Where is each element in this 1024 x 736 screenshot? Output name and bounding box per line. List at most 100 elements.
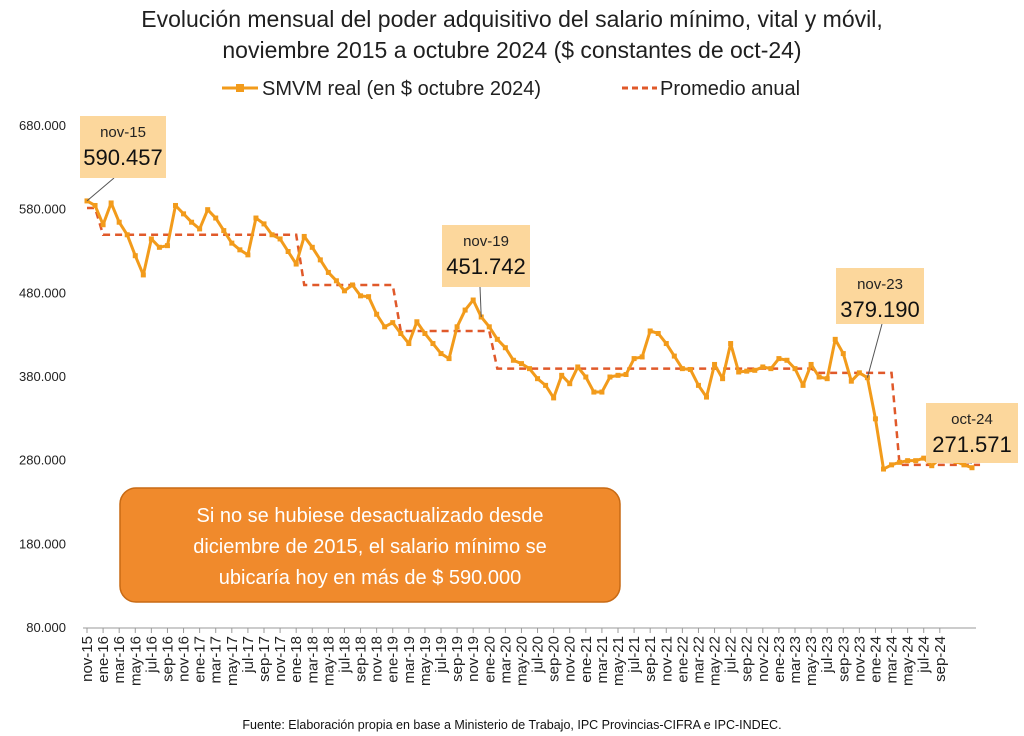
x-tick-label: nov-21: [658, 636, 675, 682]
data-point: [583, 374, 589, 380]
x-tick-label: ene-20: [481, 636, 498, 683]
data-point: [856, 370, 862, 376]
series-promedio-anual: [87, 206, 981, 467]
note-line-3: ubicaría hoy en más de $ 590.000: [219, 567, 521, 589]
x-tick-label: mar-22: [690, 636, 707, 684]
data-point: [494, 336, 500, 342]
data-point: [462, 307, 468, 313]
data-point: [559, 372, 565, 378]
x-tick-label: mar-17: [208, 636, 225, 684]
data-point: [913, 458, 919, 464]
x-tick-label: jul-17: [240, 636, 257, 674]
legend: SMVM real (en $ octubre 2024) Promedio a…: [222, 78, 800, 100]
x-tick-label: nov-15: [79, 636, 96, 682]
data-point: [366, 294, 372, 300]
data-point: [502, 345, 508, 351]
x-tick-label: mar-19: [401, 636, 418, 684]
data-point: [872, 416, 878, 422]
data-point: [518, 361, 524, 367]
x-tick-label: may-17: [224, 636, 241, 686]
data-point: [269, 232, 275, 238]
data-point: [631, 356, 637, 362]
data-point: [784, 357, 790, 363]
data-point: [647, 328, 653, 334]
callout-label: oct-24: [951, 411, 993, 428]
callout-label: nov-23: [857, 276, 903, 293]
data-point: [350, 282, 355, 288]
data-point: [205, 207, 211, 213]
data-point: [414, 319, 420, 325]
callout-value: 451.742: [446, 254, 526, 279]
data-point: [446, 356, 452, 362]
data-point: [969, 465, 975, 471]
data-point: [181, 211, 187, 217]
x-tick-label: sep-22: [739, 636, 756, 682]
data-point: [832, 336, 838, 342]
data-point: [285, 249, 291, 254]
callout-leader: [866, 323, 883, 378]
callout-box: [836, 268, 924, 324]
data-point: [164, 243, 170, 249]
data-point: [333, 278, 339, 284]
data-point: [197, 226, 203, 232]
callout-leader: [86, 177, 115, 202]
data-point: [905, 458, 911, 464]
x-tick-label: nov-18: [369, 636, 386, 682]
x-tick-label: may-23: [803, 636, 820, 686]
data-point: [398, 330, 404, 336]
y-tick-label: 680.000: [19, 118, 66, 133]
series-smvm-real: [84, 198, 975, 472]
data-point: [728, 341, 734, 347]
data-point: [671, 353, 677, 359]
data-point: [301, 233, 307, 239]
data-point: [607, 374, 613, 380]
data-point: [881, 466, 886, 472]
data-point: [124, 232, 130, 238]
data-point: [237, 247, 243, 253]
x-tick-label: sep-20: [546, 636, 563, 682]
data-point: [591, 389, 597, 395]
data-point: [253, 215, 259, 221]
data-point: [527, 366, 532, 372]
data-point: [575, 364, 581, 370]
x-axis: nov-15 ene-16 mar-16 may-16 jul-16 sep-16 nov-…: [79, 628, 949, 686]
y-axis: 80.000 180.000 280.000 380.000 480.000 580.00…: [19, 118, 66, 635]
data-point: [551, 395, 557, 401]
data-point: [760, 364, 766, 370]
x-tick-label: ene-21: [578, 636, 595, 683]
x-tick-label: mar-21: [594, 636, 611, 684]
data-point: [510, 357, 516, 363]
x-tick-label: ene-23: [771, 636, 788, 683]
x-tick-label: ene-24: [867, 636, 884, 683]
data-point: [422, 330, 428, 336]
x-tick-label: nov-19: [465, 636, 482, 682]
x-tick-label: sep-17: [256, 636, 273, 682]
data-point: [961, 462, 967, 468]
callout-box: [80, 116, 166, 178]
x-tick-label: ene-22: [674, 636, 691, 683]
callout-label: nov-19: [463, 233, 509, 250]
data-point: [800, 382, 806, 388]
data-point: [921, 455, 927, 461]
legend-marker-smvm: [236, 84, 244, 92]
note-line-2: diciembre de 2015, el salario mínimo se: [193, 536, 547, 558]
y-tick-label: 380.000: [19, 369, 66, 384]
data-point: [929, 463, 935, 469]
legend-label-smvm: SMVM real (en $ octubre 2024): [262, 78, 541, 100]
x-tick-label: mar-23: [787, 636, 804, 684]
x-tick-label: nov-23: [851, 636, 868, 682]
x-tick-label: jul-16: [143, 636, 160, 674]
data-point: [221, 228, 227, 234]
x-tick-label: mar-24: [884, 636, 901, 684]
data-point: [889, 462, 895, 468]
x-tick-label: ene-16: [95, 636, 112, 683]
data-point: [229, 240, 235, 246]
y-tick-label: 280.000: [19, 453, 66, 468]
callout-value: 271.571: [932, 432, 1012, 457]
x-tick-label: mar-16: [111, 636, 128, 684]
data-point: [744, 368, 750, 374]
data-point: [816, 374, 822, 380]
callout-box: [442, 225, 530, 287]
callout-leader: [479, 286, 482, 317]
